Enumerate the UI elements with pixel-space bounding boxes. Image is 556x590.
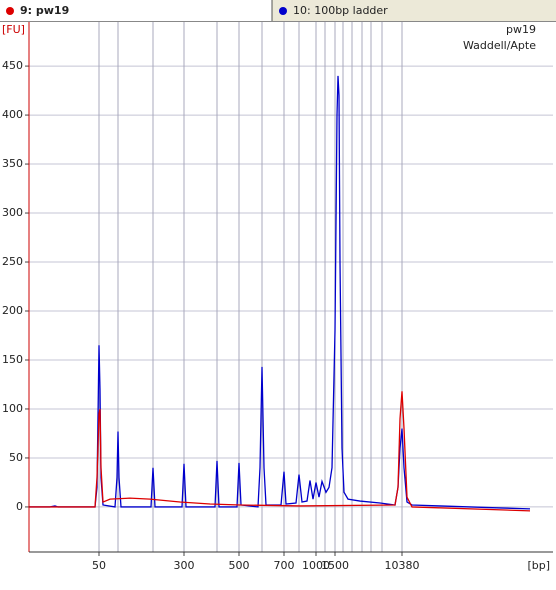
annotation: pw19 bbox=[506, 23, 536, 36]
y-tick-label: 400 bbox=[2, 108, 23, 121]
x-tick-label: 300 bbox=[174, 559, 195, 572]
legend-dot bbox=[6, 7, 14, 15]
legend-dot bbox=[279, 7, 287, 15]
x-tick-label: 500 bbox=[229, 559, 250, 572]
legend-label[interactable]: 9: pw19 bbox=[20, 4, 69, 17]
y-tick-label: 300 bbox=[2, 206, 23, 219]
x-tick-label: 50 bbox=[92, 559, 106, 572]
data-line bbox=[29, 75, 531, 510]
y-tick-label: 150 bbox=[2, 353, 23, 366]
y-tick-label: 50 bbox=[9, 451, 23, 464]
y-tick-label: 250 bbox=[2, 255, 23, 268]
y-tick-label: 0 bbox=[16, 500, 23, 513]
y-tick-label: 350 bbox=[2, 157, 23, 170]
y-tick-label: 450 bbox=[2, 59, 23, 72]
legend-label[interactable]: 10: 100bp ladder bbox=[293, 4, 388, 17]
x-tick-label: 1500 bbox=[321, 559, 349, 572]
y-axis-label: [FU] bbox=[2, 23, 25, 36]
x-axis-label: [bp] bbox=[527, 559, 550, 572]
annotation: Waddell/Apte bbox=[463, 39, 536, 52]
x-tick-label: 1000 bbox=[302, 559, 330, 572]
x-tick-label: 10380 bbox=[385, 559, 420, 572]
y-tick-label: 200 bbox=[2, 304, 23, 317]
data-line bbox=[29, 391, 531, 512]
tab-active[interactable] bbox=[0, 0, 272, 22]
y-tick-label: 100 bbox=[2, 402, 23, 415]
x-tick-label: 700 bbox=[274, 559, 295, 572]
